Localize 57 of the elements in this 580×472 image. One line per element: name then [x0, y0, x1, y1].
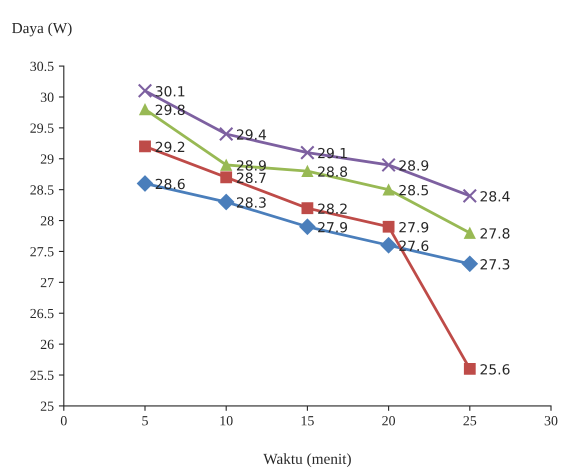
data-label: 28.5 — [399, 184, 428, 196]
point — [218, 126, 234, 142]
point — [301, 202, 314, 214]
y-tick-label: 30.5 — [30, 62, 54, 72]
point — [301, 165, 314, 178]
point — [218, 194, 234, 210]
data-label: 28.7 — [236, 172, 266, 184]
x-tick-label: 0 — [60, 416, 67, 426]
data-label: 28.2 — [318, 203, 347, 214]
y-tick-label: 25 — [40, 402, 54, 411]
x-tick-label: 25 — [463, 416, 476, 426]
point — [300, 145, 315, 160]
x-tick-label: 15 — [302, 416, 314, 426]
y-tick-label: 25.5 — [30, 370, 54, 380]
data-label: 27.8 — [480, 228, 510, 239]
point — [220, 159, 232, 171]
point — [382, 220, 395, 233]
point — [381, 158, 396, 172]
x-tick-label: 20 — [382, 416, 396, 426]
y-tick-label: 26 — [40, 340, 54, 350]
point — [139, 103, 151, 116]
y-tick-label: 28.5 — [30, 185, 54, 195]
point — [462, 188, 478, 204]
point — [136, 175, 154, 192]
y-axis-title: Daya (W) — [12, 22, 72, 36]
point — [382, 184, 395, 196]
y-tick-label: 29 — [40, 154, 54, 164]
y-tick-label: 27.5 — [30, 247, 54, 256]
point — [464, 227, 476, 239]
point — [299, 218, 316, 235]
data-label: 28.9 — [399, 160, 428, 171]
y-tick-label: 28 — [40, 216, 54, 226]
data-label: 28.4 — [480, 191, 510, 202]
point — [464, 362, 476, 375]
point — [138, 84, 152, 98]
x-tick-label: 10 — [220, 416, 233, 426]
point — [462, 256, 478, 272]
data-label: 27.9 — [399, 222, 428, 232]
data-label: 29.2 — [156, 142, 184, 152]
x-tick-label: 5 — [142, 416, 148, 426]
point — [220, 171, 232, 184]
y-tick-label: 27 — [40, 278, 54, 288]
point — [139, 140, 151, 152]
data-label: 28.3 — [236, 197, 266, 208]
x-tick-label: 30 — [544, 416, 558, 426]
y-tick-label: 29.5 — [30, 123, 54, 133]
data-label: 25.6 — [480, 364, 510, 375]
y-tick-label: 30 — [40, 92, 54, 102]
data-label: 30.1 — [156, 86, 184, 97]
data-label: 27.3 — [480, 259, 510, 270]
data-label: 28.6 — [156, 178, 185, 190]
data-label: 28.8 — [318, 166, 348, 177]
data-label: 29.4 — [236, 129, 266, 140]
x-axis-title: Waktu (menit) — [263, 453, 351, 468]
data-label: 27.9 — [318, 222, 348, 232]
point — [380, 237, 397, 254]
y-tick-label: 26.5 — [30, 308, 54, 318]
